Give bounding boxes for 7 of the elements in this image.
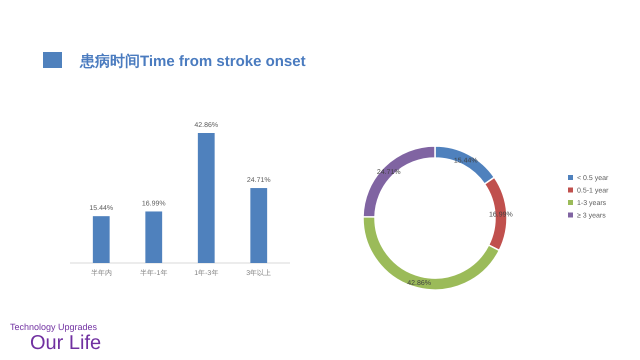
bar	[250, 188, 268, 263]
text: Our Life	[30, 332, 102, 354]
bar	[145, 211, 162, 263]
chart-title: 患病时间Time from stroke onset	[79, 53, 306, 70]
bar	[92, 216, 110, 263]
bar	[198, 133, 215, 263]
text: Technology Upgrades	[10, 322, 98, 332]
